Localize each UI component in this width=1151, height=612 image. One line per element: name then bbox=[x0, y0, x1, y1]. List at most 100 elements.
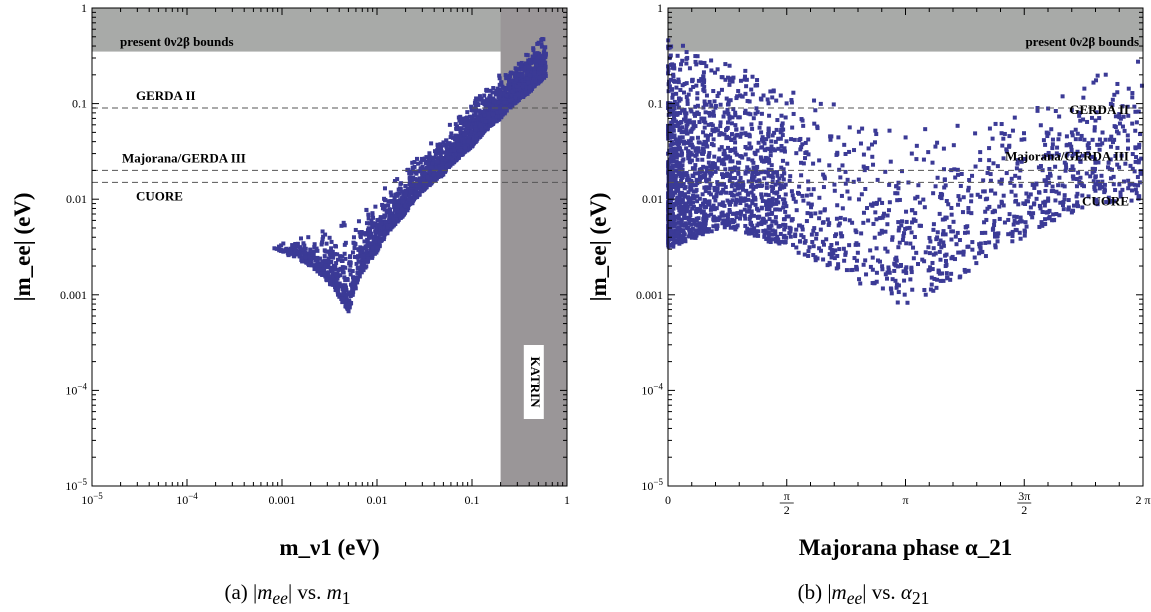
data-point bbox=[759, 195, 764, 200]
data-point bbox=[298, 236, 303, 241]
data-point bbox=[696, 146, 701, 151]
data-point bbox=[407, 182, 412, 187]
data-point bbox=[371, 222, 376, 227]
data-point bbox=[688, 209, 693, 214]
data-point bbox=[759, 130, 764, 135]
data-point bbox=[403, 193, 408, 198]
data-point bbox=[333, 264, 338, 269]
data-point bbox=[764, 202, 769, 207]
data-point bbox=[727, 172, 732, 177]
data-point bbox=[1009, 176, 1014, 181]
data-point bbox=[756, 229, 761, 234]
data-point bbox=[313, 258, 318, 263]
data-point bbox=[953, 234, 958, 239]
data-point bbox=[1032, 185, 1037, 190]
data-point bbox=[799, 145, 804, 150]
data-point bbox=[709, 103, 714, 108]
data-point bbox=[832, 188, 837, 193]
data-point bbox=[303, 250, 308, 255]
data-point bbox=[738, 134, 743, 139]
data-point bbox=[1117, 182, 1122, 187]
data-point bbox=[696, 171, 701, 176]
data-point bbox=[373, 204, 378, 209]
data-point bbox=[690, 200, 695, 205]
data-point bbox=[678, 139, 683, 144]
data-point bbox=[896, 290, 901, 295]
data-point bbox=[931, 222, 936, 227]
data-point bbox=[776, 194, 781, 199]
data-point bbox=[704, 165, 709, 170]
data-point bbox=[340, 258, 345, 263]
data-point bbox=[755, 78, 760, 83]
data-point bbox=[326, 270, 331, 275]
data-point bbox=[999, 199, 1004, 204]
data-point bbox=[766, 201, 771, 206]
data-point bbox=[858, 141, 863, 146]
data-point bbox=[949, 237, 954, 242]
data-point bbox=[440, 173, 445, 178]
data-point bbox=[493, 92, 498, 97]
data-point bbox=[388, 207, 393, 212]
data-point bbox=[677, 161, 682, 166]
data-point bbox=[938, 238, 943, 243]
data-point bbox=[789, 137, 794, 142]
data-point bbox=[462, 139, 467, 144]
data-point bbox=[832, 256, 837, 261]
data-point bbox=[329, 239, 334, 244]
data-point bbox=[321, 265, 326, 270]
data-point bbox=[323, 271, 328, 276]
data-point bbox=[706, 154, 711, 159]
data-point bbox=[696, 78, 701, 83]
data-point bbox=[761, 228, 766, 233]
data-point bbox=[357, 259, 362, 264]
data-point bbox=[284, 246, 289, 251]
data-point bbox=[956, 172, 961, 177]
data-point bbox=[1012, 115, 1017, 120]
data-point bbox=[722, 162, 727, 167]
data-point bbox=[714, 226, 719, 231]
data-point bbox=[374, 247, 379, 252]
data-point bbox=[743, 108, 748, 113]
data-point bbox=[1139, 156, 1144, 161]
data-point bbox=[382, 203, 387, 208]
data-point bbox=[873, 128, 878, 133]
data-point bbox=[418, 167, 423, 172]
data-point bbox=[769, 139, 774, 144]
data-point bbox=[539, 44, 544, 49]
data-point bbox=[485, 97, 490, 102]
data-point bbox=[1001, 193, 1006, 198]
data-point bbox=[749, 190, 754, 195]
data-point bbox=[811, 187, 816, 192]
data-point bbox=[516, 92, 521, 97]
data-point bbox=[706, 213, 711, 218]
data-point bbox=[1102, 190, 1107, 195]
data-point bbox=[414, 192, 419, 197]
data-point bbox=[1007, 143, 1012, 148]
data-point bbox=[419, 189, 424, 194]
data-point bbox=[913, 196, 918, 201]
x-tick-label-exp: −4 bbox=[188, 491, 198, 501]
data-point bbox=[409, 177, 414, 182]
data-point bbox=[678, 181, 683, 186]
data-point bbox=[674, 199, 679, 204]
data-point bbox=[427, 167, 432, 172]
data-point bbox=[904, 270, 909, 275]
data-point bbox=[401, 209, 406, 214]
data-point bbox=[382, 230, 387, 235]
data-point bbox=[530, 79, 535, 84]
data-point bbox=[902, 278, 907, 283]
data-point bbox=[726, 102, 731, 107]
data-point bbox=[535, 51, 540, 56]
data-point bbox=[539, 42, 544, 47]
data-point bbox=[749, 145, 754, 150]
data-point bbox=[422, 186, 427, 191]
data-point bbox=[1134, 120, 1139, 125]
data-point bbox=[702, 175, 707, 180]
data-point bbox=[466, 121, 471, 126]
data-point bbox=[374, 226, 379, 231]
data-point bbox=[941, 240, 946, 245]
data-point bbox=[668, 166, 673, 171]
data-point bbox=[951, 143, 956, 148]
data-point bbox=[1022, 137, 1027, 142]
data-point bbox=[804, 219, 809, 224]
